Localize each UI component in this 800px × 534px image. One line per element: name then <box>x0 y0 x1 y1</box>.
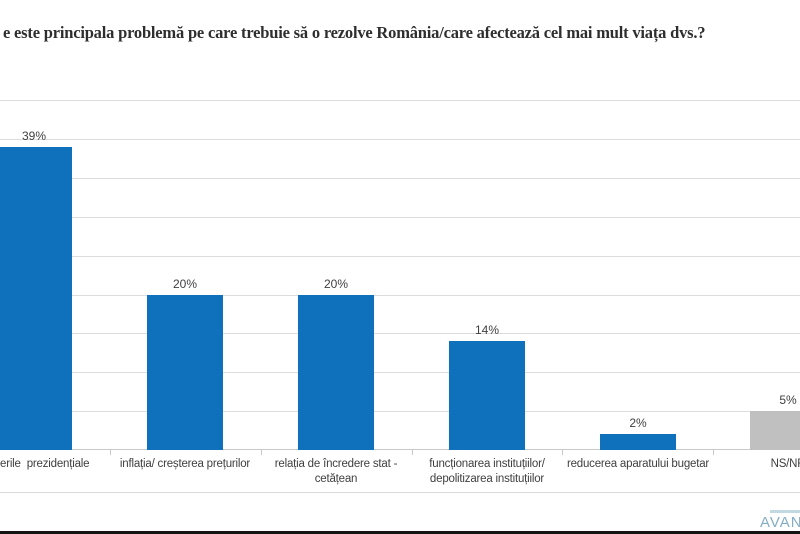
value-label: 20% <box>323 277 349 291</box>
value-label: 14% <box>474 323 500 337</box>
slide-bottom-border <box>0 531 800 534</box>
value-label: 20% <box>172 277 198 291</box>
axis-tick <box>261 449 262 455</box>
gridline <box>0 217 800 218</box>
gridline <box>0 333 800 334</box>
gridline <box>0 139 800 140</box>
footer-divider-line <box>0 492 800 493</box>
category-label: reducerea aparatului bugetar <box>566 458 710 470</box>
chart-title: e este principala problemă pe care trebu… <box>3 23 706 42</box>
axis-tick <box>110 449 111 455</box>
axis-tick <box>412 449 413 455</box>
logo-avangarde: AVAN <box>760 514 800 531</box>
logo-fine-print <box>770 510 800 513</box>
bar <box>600 434 676 450</box>
axis-tick <box>713 449 714 455</box>
category-label: erile prezidențiale <box>0 458 90 470</box>
bar <box>0 147 72 450</box>
bar <box>298 295 374 450</box>
value-label: 2% <box>629 416 647 430</box>
category-label: relația de încredere stat - cetățean <box>274 458 398 485</box>
category-label: inflația/ creșterea prețurilor <box>119 458 251 470</box>
gridline <box>0 372 800 373</box>
category-label: NS/NR <box>770 458 800 470</box>
category-label: funcționarea instituțiilor/ depolitizare… <box>429 458 545 485</box>
axis-tick <box>562 449 563 455</box>
bar <box>147 295 223 450</box>
logo-text: AVAN <box>760 514 800 531</box>
value-label: 5% <box>779 393 797 407</box>
value-label: 39% <box>21 129 47 143</box>
gridline <box>0 178 800 179</box>
bar <box>750 411 800 450</box>
bar <box>449 341 525 450</box>
gridline <box>0 256 800 257</box>
x-axis-line <box>0 449 800 450</box>
gridline <box>0 295 800 296</box>
gridline <box>0 100 800 101</box>
gridline <box>0 411 800 412</box>
